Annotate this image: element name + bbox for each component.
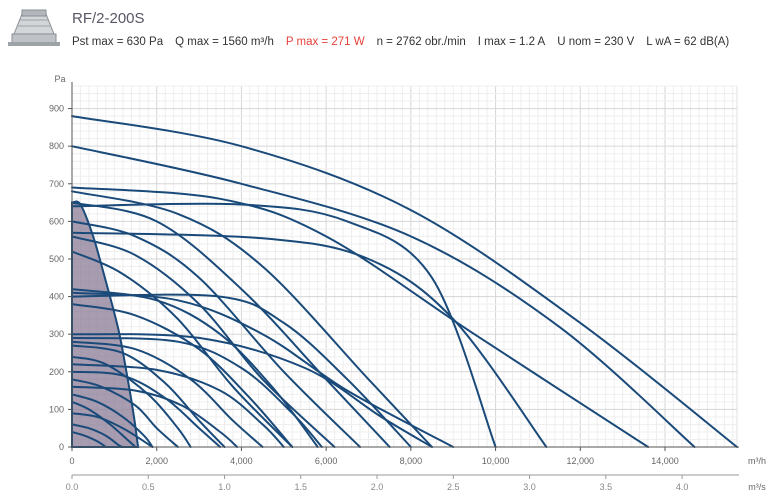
spec-item: n = 2762 obr./min <box>376 36 466 48</box>
y-tick-label: 500 <box>49 254 64 264</box>
spec-item: I max = 1.2 A <box>477 36 546 48</box>
x-axis-unit: m³/h <box>748 456 766 466</box>
x-tick-label: 14,000 <box>651 456 679 466</box>
x2-tick-label: 3.5 <box>600 482 613 492</box>
spec-item: P max = 271 W <box>285 36 365 48</box>
x2-tick-label: 1.5 <box>295 482 308 492</box>
roof-fan-product-icon <box>8 9 60 46</box>
spec-item: Q max = 1560 m³/h <box>175 36 274 48</box>
x2-tick-label: 3.0 <box>523 482 536 492</box>
fan-curve <box>71 378 179 448</box>
x-tick-label: 2,000 <box>145 456 168 466</box>
x-tick-label: 0 <box>69 456 74 466</box>
y-tick-label: 100 <box>49 404 64 414</box>
x2-tick-label: 2.5 <box>447 482 460 492</box>
y-tick-label: 400 <box>49 292 64 302</box>
y-tick-label: 200 <box>49 367 64 377</box>
fan-curve <box>71 201 391 448</box>
x2-tick-label: 2.0 <box>371 482 384 492</box>
product-header: RF/2-200S Pst max = 630 Pa Q max = 1560 m… <box>0 0 781 62</box>
x2-tick-label: 4.0 <box>676 482 689 492</box>
fan-curve <box>71 115 738 448</box>
x2-tick-label: 1.0 <box>218 482 231 492</box>
fan-curve <box>71 303 294 448</box>
x-tick-label: 10,000 <box>482 456 510 466</box>
fan-curve <box>71 336 323 448</box>
fan-curve <box>71 293 412 448</box>
x-tick-label: 8,000 <box>400 456 423 466</box>
y-tick-label: 700 <box>49 179 64 189</box>
x2-axis-unit: m³/s <box>748 482 766 492</box>
y-tick-label: 0 <box>59 442 64 452</box>
fan-curve <box>71 412 154 448</box>
fan-curve <box>71 186 650 448</box>
fan-curve <box>71 190 433 448</box>
fan-curves <box>71 115 738 448</box>
fan-curve <box>71 355 192 448</box>
fan-curve <box>71 220 361 448</box>
fan-curve <box>71 231 548 448</box>
spec-list: Pst max = 630 Pa Q max = 1560 m³/h P max =… <box>72 36 741 48</box>
fan-curve <box>71 393 154 448</box>
spec-item: Pst max = 630 Pa <box>72 36 164 48</box>
fan-curve <box>71 202 497 448</box>
x-tick-label: 4,000 <box>230 456 253 466</box>
fan-curve <box>71 423 124 448</box>
y-tick-label: 900 <box>49 104 64 114</box>
y-tick-label: 600 <box>49 216 64 226</box>
product-title: RF/2-200S <box>72 10 145 27</box>
fan-curve <box>71 344 226 448</box>
x2-tick-label: 0.5 <box>142 482 155 492</box>
fan-curve <box>71 288 319 448</box>
y-tick-label: 800 <box>49 141 64 151</box>
fan-curve <box>71 333 433 448</box>
y-tick-label: 300 <box>49 329 64 339</box>
fan-curve <box>71 250 294 448</box>
axis-labels: 0 100 200 300 400 500 600 700 800 900 Pa 0 2,000 4,00… <box>49 74 766 492</box>
chart-axes <box>71 82 739 476</box>
fan-curve <box>71 235 336 448</box>
y-axis-unit: Pa <box>54 74 65 84</box>
spec-item: U nom = 230 V <box>557 36 635 48</box>
x-tick-label: 6,000 <box>315 456 338 466</box>
fan-curve <box>71 400 137 448</box>
fan-curve <box>71 291 455 448</box>
fan-curve <box>71 431 107 448</box>
x-tick-label: 12,000 <box>567 456 595 466</box>
fan-curve <box>71 363 285 448</box>
x2-tick-label: 0.0 <box>66 482 79 492</box>
fan-curve <box>71 385 239 448</box>
spec-item: L wA = 62 dB(A) <box>646 36 730 48</box>
fan-curve <box>71 145 696 448</box>
